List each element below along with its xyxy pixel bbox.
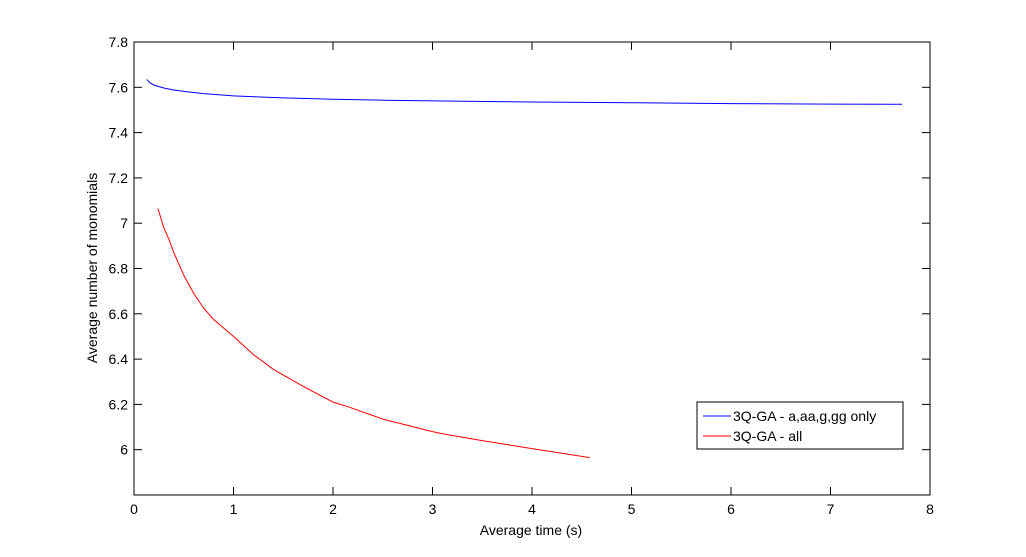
series-line-2: [157, 208, 590, 459]
y-tick-label: 6: [120, 442, 128, 458]
x-tick-label: 2: [329, 501, 337, 517]
y-tick-label: 6.2: [109, 396, 129, 412]
y-tick-label: 7.2: [109, 170, 129, 186]
y-tick-label: 7: [120, 215, 128, 231]
y-tick-label: 6.6: [109, 306, 129, 322]
y-tick-label: 6.4: [109, 351, 129, 367]
x-axis-label: Average time (s): [480, 522, 582, 538]
x-tick-label: 3: [429, 501, 437, 517]
x-tick-label: 7: [827, 501, 835, 517]
series-lines: [146, 79, 903, 459]
legend: 3Q-GA - a,aa,g,gg only 3Q-GA - all: [696, 401, 904, 450]
series-line-1: [146, 79, 903, 105]
legend-label-2: 3Q-GA - all: [733, 428, 802, 444]
legend-box: [696, 401, 904, 450]
axis-labels: Average time (s) Average number of monom…: [84, 173, 582, 538]
x-tick-label: 5: [628, 501, 636, 517]
y-tick-label: 7.6: [109, 79, 129, 95]
y-axis-label: Average number of monomials: [84, 173, 100, 363]
x-tick-label: 6: [727, 501, 735, 517]
y-tick-label: 7.4: [109, 125, 129, 141]
x-tick-label: 4: [528, 501, 536, 517]
y-tick-label: 7.8: [109, 34, 129, 50]
x-tick-label: 0: [130, 501, 138, 517]
x-tick-label: 8: [926, 501, 934, 517]
y-tick-label: 6.8: [109, 261, 129, 277]
axis-ticks: 0 1 2 3 4 5 6 7 8 6 6.2 6.4 6.6 6.8 7 7.2 7.4 7.6 7.8: [109, 34, 935, 517]
x-tick-label: 1: [230, 501, 238, 517]
legend-label-1: 3Q-GA - a,aa,g,gg only: [733, 408, 876, 424]
